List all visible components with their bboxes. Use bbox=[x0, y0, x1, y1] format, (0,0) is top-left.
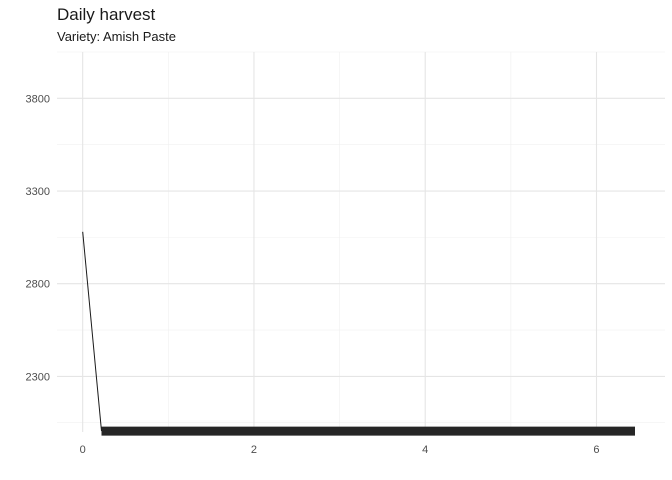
series-line-1 bbox=[82, 231, 102, 432]
y-tick-label: 3300 bbox=[26, 186, 50, 198]
y-tick-label: 3800 bbox=[26, 93, 50, 105]
x-tick-label: 2 bbox=[251, 444, 257, 456]
y-tick-label: 2800 bbox=[26, 279, 50, 291]
x-tick-label: 4 bbox=[422, 444, 428, 456]
x-tick-label: 0 bbox=[80, 444, 86, 456]
y-tick-label: 2300 bbox=[26, 371, 50, 383]
x-tick-label: 6 bbox=[593, 444, 599, 456]
chart-title: Daily harvest bbox=[57, 5, 156, 24]
chart-subtitle: Variety: Amish Paste bbox=[57, 29, 176, 44]
